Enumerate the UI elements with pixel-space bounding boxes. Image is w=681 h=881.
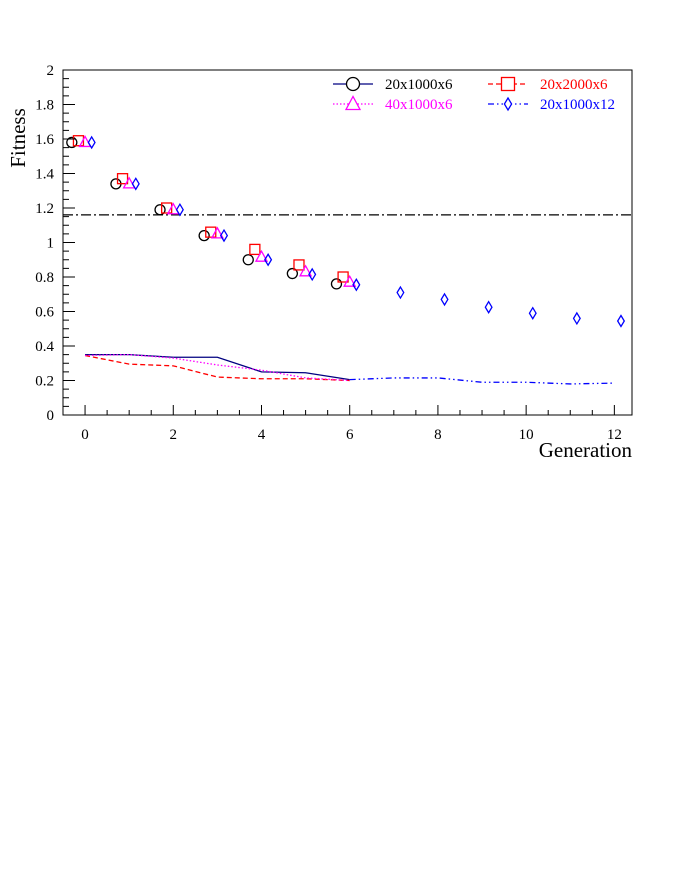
y-tick-label: 0 bbox=[47, 408, 55, 424]
data-point-diamond bbox=[616, 314, 626, 328]
series-line-20x1000x12 bbox=[349, 377, 615, 385]
data-point-triangle bbox=[298, 264, 313, 277]
series-line-20x1000x6 bbox=[85, 353, 350, 381]
axis-ticks-layer: 0 2 4 6 8 10 12 0 0.2 0.4 0.6 0.8 1 1.2 1.4 1.6 1.8 2 bbox=[35, 63, 622, 443]
data-point-diamond bbox=[440, 292, 449, 307]
legend-label: 20x1000x12 bbox=[540, 97, 615, 113]
legend-marker-triangle bbox=[344, 95, 362, 111]
data-point-diamond bbox=[528, 306, 537, 320]
legend: 20x1000x6 20x2000x6 40x1000x6 20x1000x12 bbox=[333, 76, 615, 113]
x-tick-label: 12 bbox=[607, 427, 622, 443]
y-axis-title: Fitness bbox=[6, 108, 30, 168]
legend-marker-square bbox=[500, 76, 516, 92]
x-tick-label: 10 bbox=[519, 427, 534, 443]
data-point-circle bbox=[198, 229, 210, 242]
data-point-circle bbox=[66, 136, 78, 149]
x-axis-title: Generation bbox=[539, 438, 633, 462]
data-point-triangle bbox=[343, 274, 357, 287]
x-tick-label: 4 bbox=[258, 427, 266, 443]
data-point-circle bbox=[330, 278, 343, 290]
legend-label: 20x2000x6 bbox=[540, 77, 608, 93]
data-point-triangle bbox=[210, 226, 224, 239]
data-point-diamond bbox=[175, 202, 184, 217]
y-tick-label: 0.2 bbox=[35, 374, 54, 390]
y-tick-label: 0.6 bbox=[35, 305, 54, 321]
legend-marker-circle bbox=[345, 76, 361, 92]
series-line-40x1000x6 bbox=[85, 353, 350, 382]
data-point-square bbox=[161, 202, 173, 214]
data-point-diamond bbox=[352, 277, 361, 292]
data-point-circle bbox=[242, 254, 254, 266]
series-line-20x2000x6 bbox=[84, 354, 350, 382]
data-point-triangle bbox=[122, 176, 136, 189]
legend-label: 20x1000x6 bbox=[385, 77, 453, 93]
data-point-diamond bbox=[87, 135, 96, 150]
data-point-circle bbox=[154, 204, 166, 216]
data-point-triangle bbox=[78, 135, 92, 148]
data-point-circle bbox=[286, 267, 299, 280]
y-tick-label: 1.6 bbox=[35, 132, 54, 148]
data-point-square bbox=[337, 271, 349, 283]
data-point-square bbox=[116, 173, 129, 185]
y-tick-label: 0.8 bbox=[35, 270, 54, 286]
y-tick-label: 0.4 bbox=[35, 339, 54, 355]
data-point-square bbox=[249, 243, 261, 256]
x-tick-label: 6 bbox=[346, 427, 354, 443]
x-tick-label: 2 bbox=[170, 427, 178, 443]
series-markers-layer bbox=[66, 135, 626, 328]
legend-label: 40x1000x6 bbox=[385, 97, 453, 113]
data-point-diamond bbox=[484, 300, 493, 314]
y-tick-label: 1.8 bbox=[35, 98, 54, 114]
y-tick-label: 1.4 bbox=[35, 167, 54, 183]
y-tick-label: 2 bbox=[47, 63, 55, 79]
y-tick-label: 1 bbox=[47, 236, 55, 252]
x-tick-label: 8 bbox=[434, 427, 442, 443]
legend-marker-diamond bbox=[503, 96, 513, 112]
data-point-diamond bbox=[131, 177, 140, 191]
data-point-diamond bbox=[219, 228, 229, 243]
x-tick-label: 0 bbox=[81, 427, 89, 443]
data-point-diamond bbox=[572, 311, 581, 326]
plot-frame bbox=[62, 69, 633, 416]
data-point-square bbox=[293, 259, 305, 271]
y-tick-label: 1.2 bbox=[35, 201, 54, 217]
data-point-diamond bbox=[396, 285, 405, 300]
series-lines-layer bbox=[84, 353, 615, 385]
data-point-diamond bbox=[264, 252, 273, 267]
data-point-triangle bbox=[166, 202, 180, 215]
data-point-diamond bbox=[308, 267, 317, 282]
data-point-square bbox=[72, 135, 85, 147]
data-point-triangle bbox=[254, 249, 269, 262]
